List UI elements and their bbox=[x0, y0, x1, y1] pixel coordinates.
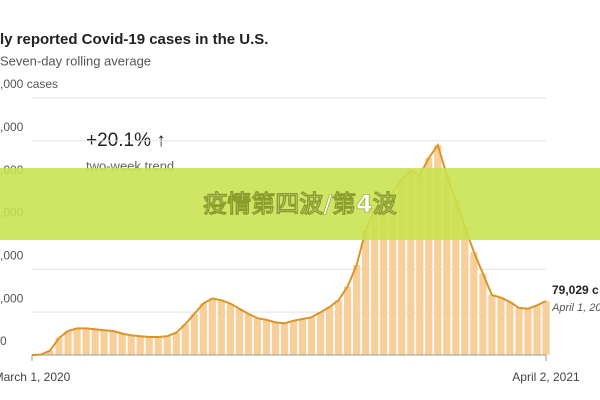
bar bbox=[181, 324, 189, 355]
bar bbox=[46, 350, 54, 355]
bar bbox=[55, 337, 63, 355]
y-tick-label: 0 bbox=[0, 334, 7, 348]
bar bbox=[217, 300, 225, 355]
bar bbox=[172, 332, 180, 355]
bar bbox=[524, 308, 532, 355]
bar bbox=[262, 319, 271, 355]
bar bbox=[470, 252, 478, 355]
bar bbox=[325, 307, 334, 355]
bar bbox=[497, 297, 505, 355]
bar bbox=[479, 273, 487, 355]
bar bbox=[542, 301, 550, 355]
bar bbox=[362, 230, 370, 355]
bar bbox=[91, 329, 99, 355]
bar bbox=[190, 313, 198, 355]
chart-title: ly reported Covid-19 cases in the U.S. bbox=[0, 31, 268, 48]
bar bbox=[533, 305, 541, 355]
bar bbox=[316, 312, 325, 355]
bar bbox=[506, 301, 514, 355]
bar bbox=[199, 303, 207, 355]
bar bbox=[380, 213, 388, 355]
bar bbox=[334, 300, 343, 355]
end-value-label: 79,029 c bbox=[552, 283, 599, 297]
bar bbox=[452, 200, 460, 355]
y-tick-label: ,000 cases bbox=[0, 77, 58, 91]
bar bbox=[488, 295, 496, 355]
bar bbox=[244, 313, 253, 355]
bar bbox=[145, 337, 153, 355]
bar bbox=[353, 265, 361, 355]
bar bbox=[118, 333, 126, 355]
bar bbox=[235, 308, 244, 355]
y-tick-label: ,000 bbox=[0, 249, 24, 263]
bar bbox=[398, 179, 406, 355]
x-tick-label: March 1, 2020 bbox=[0, 370, 71, 384]
bar bbox=[434, 145, 442, 355]
bar bbox=[515, 307, 523, 355]
bar bbox=[298, 319, 307, 355]
chart-subtitle: Seven-day rolling average bbox=[0, 53, 151, 68]
bar bbox=[253, 318, 262, 355]
bar bbox=[109, 331, 117, 355]
bar bbox=[127, 335, 135, 355]
bar bbox=[407, 170, 415, 355]
bar bbox=[416, 175, 424, 355]
bar bbox=[154, 337, 162, 355]
bar bbox=[163, 336, 171, 355]
bar bbox=[425, 157, 433, 355]
bar bbox=[280, 323, 289, 355]
y-tick-label: ,000 bbox=[0, 120, 24, 134]
bar bbox=[64, 331, 72, 355]
end-date-label: April 1, 202 bbox=[551, 302, 600, 314]
bar bbox=[344, 286, 352, 355]
bar bbox=[443, 175, 451, 355]
bar bbox=[82, 328, 90, 355]
bar bbox=[208, 298, 216, 355]
y-tick-label: ,000 bbox=[0, 291, 24, 305]
banner-text: 疫情第四波/第4波 bbox=[203, 190, 397, 218]
bar bbox=[271, 322, 280, 355]
bar bbox=[371, 209, 379, 355]
bar bbox=[73, 328, 81, 355]
x-tick-label: April 2, 2021 bbox=[512, 370, 580, 384]
bar bbox=[307, 317, 316, 355]
bar bbox=[389, 192, 397, 355]
bar bbox=[136, 336, 144, 355]
bar bbox=[226, 303, 234, 355]
bar bbox=[289, 320, 298, 355]
bar bbox=[461, 226, 469, 355]
bar bbox=[100, 330, 108, 355]
banner bbox=[0, 168, 600, 240]
